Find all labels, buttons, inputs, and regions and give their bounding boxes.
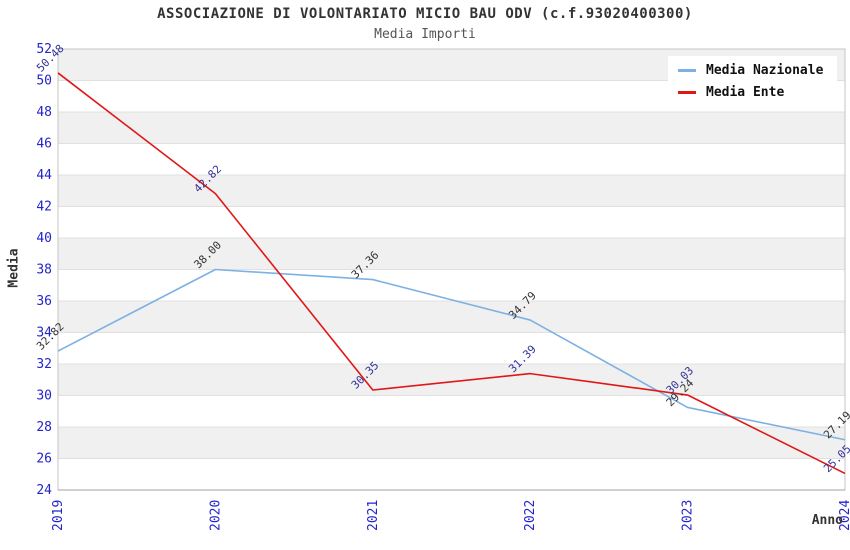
plot-band [58, 458, 845, 490]
series-line-media-ente [57, 72, 846, 475]
y-tick-label: 30 [36, 389, 52, 404]
x-axis-title: Anno [811, 513, 843, 528]
legend-label-media-nazionale: Media Nazionale [706, 63, 824, 78]
chart-subtitle: Media Importi [374, 27, 476, 42]
y-tick-label: 52 [36, 42, 52, 57]
y-tick-label: 46 [36, 137, 52, 152]
y-tick-label: 28 [36, 420, 52, 435]
y-tick-label: 40 [36, 231, 52, 246]
y-tick-label: 24 [36, 483, 52, 498]
legend-label-media-ente: Media Ente [706, 85, 785, 100]
y-tick-label: 26 [36, 452, 52, 467]
legend: Media Nazionale Media Ente [668, 56, 838, 108]
plot-band [58, 175, 845, 207]
x-tick-label: 2023 [681, 500, 696, 531]
y-tick-label: 48 [36, 105, 52, 120]
series-line-media-nazionale [57, 268, 846, 441]
y-tick-label: 34 [36, 326, 52, 341]
x-tick-label: 2020 [208, 500, 223, 531]
media-nazionale-line-swatch [678, 69, 696, 72]
y-tick-label: 42 [36, 200, 52, 215]
plot-band [58, 332, 845, 364]
plot-band [58, 395, 845, 427]
plot-band [58, 206, 845, 238]
chart-title: ASSOCIAZIONE DI VOLONTARIATO MICIO BAU O… [157, 6, 693, 22]
x-tick-label: 2021 [366, 500, 381, 531]
plot-band [58, 301, 845, 333]
y-tick-label: 36 [36, 294, 52, 309]
legend-item-media-nazionale: Media Nazionale [678, 63, 823, 78]
plot-band [58, 427, 845, 459]
plot-band [58, 269, 845, 301]
x-tick-label: 2019 [51, 500, 66, 531]
plot-band [58, 238, 845, 270]
plot-band [58, 112, 845, 144]
plot-band [58, 143, 845, 175]
y-tick-label: 50 [36, 74, 52, 89]
plot-band [58, 364, 845, 396]
y-tick-label: 32 [36, 357, 52, 372]
x-tick-label: 2022 [523, 500, 538, 531]
media-ente-line-swatch [678, 91, 696, 94]
y-tick-label: 38 [36, 263, 52, 278]
legend-item-media-ente: Media Ente [678, 85, 823, 100]
y-tick-label: 44 [36, 168, 52, 183]
x-tick-label: 2024 [838, 500, 850, 531]
y-axis-title: Media [6, 248, 22, 288]
